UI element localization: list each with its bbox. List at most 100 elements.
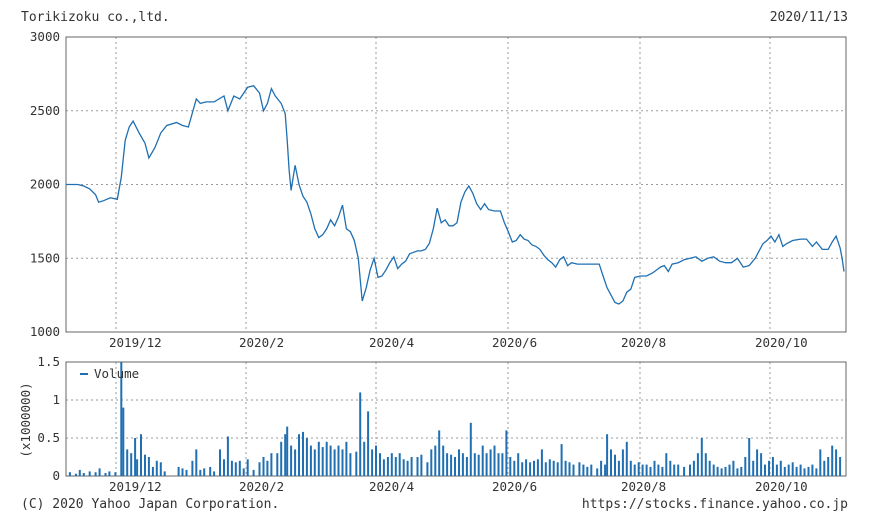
volume-bar <box>590 464 593 476</box>
volume-bar <box>509 457 512 476</box>
volume-bar <box>276 453 279 476</box>
volume-bar <box>333 449 336 476</box>
source-url[interactable]: https://stocks.finance.yahoo.co.jp <box>581 497 848 512</box>
volume-bar <box>779 460 782 476</box>
volume-bar <box>610 449 612 476</box>
volume-bar <box>199 469 202 476</box>
volume-bar <box>122 407 125 476</box>
volume-bar <box>521 462 524 476</box>
volume-bar <box>548 459 551 476</box>
volume-bar <box>696 453 699 476</box>
volume-bar <box>313 449 316 476</box>
volume-bar <box>126 449 129 476</box>
volume-bar <box>82 473 85 476</box>
volume-x-tick-label: 2019/12 <box>109 479 162 494</box>
volume-bar <box>230 460 233 476</box>
volume-bar <box>839 457 842 476</box>
volume-bar <box>756 449 759 476</box>
volume-bar <box>477 454 480 476</box>
volume-bar <box>144 454 146 476</box>
volume-y-tick-label: 1 <box>52 392 60 407</box>
volume-bar <box>195 449 198 476</box>
volume-bar <box>382 459 385 476</box>
volume-bar <box>712 464 715 476</box>
volume-bar <box>819 449 822 476</box>
volume-bar <box>517 453 520 476</box>
volume-bar <box>625 441 628 476</box>
volume-bar <box>290 445 293 476</box>
volume-bar <box>787 464 790 476</box>
volume-bar <box>501 453 504 476</box>
volume-bar <box>203 468 206 476</box>
volume-bar <box>600 460 603 476</box>
volume-bar <box>771 457 774 476</box>
volume-bar <box>213 471 216 476</box>
volume-bar <box>446 453 449 476</box>
price-y-tick-label: 1500 <box>30 250 60 265</box>
volume-bar <box>270 453 273 476</box>
volume-bar <box>136 459 139 476</box>
volume-bar <box>280 441 283 476</box>
volume-bar <box>140 434 142 476</box>
volume-bar <box>420 454 423 476</box>
volume-bar <box>683 466 686 476</box>
volume-bar <box>367 411 370 476</box>
volume-bar <box>582 464 585 476</box>
volume-bar <box>341 449 344 476</box>
volume-x-tick-label: 2020/6 <box>492 479 537 494</box>
volume-bar <box>704 453 707 476</box>
volume-bar <box>302 431 304 476</box>
volume-bar <box>795 466 798 476</box>
price-x-tick-label: 2020/2 <box>239 335 284 350</box>
volume-bar <box>155 460 158 476</box>
volume-y-tick-label: 0 <box>52 468 60 483</box>
volume-bar <box>831 445 834 476</box>
volume-bar <box>732 460 735 476</box>
chart-date: 2020/11/13 <box>769 10 848 25</box>
volume-bar <box>177 466 180 476</box>
volume-bar <box>329 445 332 476</box>
volume-bar <box>104 473 107 476</box>
volume-bar <box>544 462 547 476</box>
volume-bar <box>533 460 535 476</box>
volume-bar <box>513 460 516 476</box>
volume-bar <box>130 453 133 476</box>
volume-bar <box>633 464 636 476</box>
volume-legend-label: Volume <box>94 366 139 381</box>
volume-bar <box>450 454 453 476</box>
volume-bar <box>827 457 830 476</box>
volume-bar <box>677 464 680 476</box>
volume-bar <box>238 460 241 476</box>
price-x-tick-label: 2020/10 <box>755 335 808 350</box>
volume-bar <box>345 441 348 476</box>
volume-bar <box>485 453 488 476</box>
volume-bar <box>185 469 188 476</box>
volume-bar <box>823 460 826 476</box>
volume-y-axis-label: (x1000000) <box>18 382 33 457</box>
volume-bar <box>359 392 362 476</box>
volume-bar <box>692 460 695 476</box>
volume-bar <box>349 453 352 476</box>
volume-bar <box>665 453 668 476</box>
volume-bar <box>191 460 194 476</box>
volume-bar <box>94 472 97 476</box>
volume-bar <box>394 457 397 476</box>
volume-bar <box>234 462 237 476</box>
volume-bar <box>305 438 308 476</box>
volume-x-tick-label: 2020/10 <box>755 479 808 494</box>
volume-bar <box>406 460 409 476</box>
volume-bar <box>286 426 289 476</box>
volume-bar <box>223 459 225 476</box>
volume-bar <box>673 464 676 476</box>
volume-bar <box>246 459 249 476</box>
volume-bar <box>88 471 91 476</box>
volume-bar <box>572 464 575 476</box>
volume-bar <box>649 466 652 476</box>
volume-bar <box>159 462 162 476</box>
volume-bar <box>337 445 340 476</box>
volume-bar <box>108 471 111 476</box>
volume-bar <box>596 468 599 476</box>
volume-bar <box>724 466 727 476</box>
company-name: Torikizoku co.,ltd. <box>21 10 170 25</box>
volume-y-tick-label: 1.5 <box>37 354 60 369</box>
